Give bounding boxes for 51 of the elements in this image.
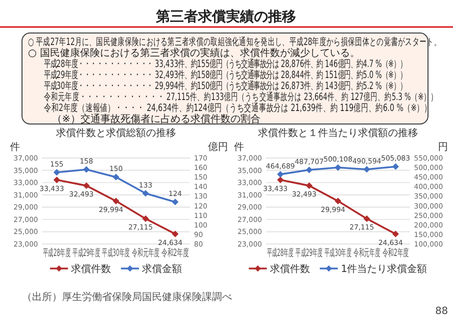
x-tick-label: 平成28年度 <box>42 247 71 259</box>
x-tick-label: 令和2年度 <box>382 246 409 258</box>
point <box>306 166 312 174</box>
x-tick-label: 平成29年度 <box>296 247 323 259</box>
text: 令和元年度・・・・・・・・・・・・ 27,115件、約133億円（うち交通事故分は 23,664件、約 127億円、約5.3 %（※）） <box>44 90 438 104</box>
chart-title: 求償件数と１件当たり求償額の推移 <box>258 127 418 139</box>
x-tick-label: 平成29年度 <box>72 247 100 259</box>
point <box>392 230 399 238</box>
point <box>364 216 370 222</box>
x-tick-label: 平成28年度 <box>266 247 294 259</box>
point <box>54 169 60 176</box>
point <box>83 166 90 173</box>
y2-axis-title: 円 <box>438 142 448 153</box>
x-tick-label: 令和2年度 <box>162 246 189 258</box>
legend-label: 求償金額 <box>142 263 182 275</box>
point <box>54 176 60 184</box>
text: ○ 国民健康保険における第三者求償の実績は、求償件数が減少している。 <box>28 47 360 59</box>
legend-label: 1件当たり求償金額 <box>340 263 428 275</box>
point <box>306 182 312 189</box>
point <box>277 176 284 184</box>
text: 平成29年度・・・・・・・・・・・・ 32,493件、約158億円（うち交通事故分は 28,844件、約 151億円、約5.0 %（※）） <box>44 70 406 82</box>
text: ○ 平成27年12月に、国民健康保険における第三者求償の取組強化通知を発出し、平成28年度から損保団体との覚書がスタート。 <box>28 36 441 49</box>
x-tick-label: 令和元年度 <box>353 247 380 258</box>
x-tick-label: 令和元年度 <box>132 247 160 258</box>
point <box>112 174 120 180</box>
point <box>142 190 149 196</box>
chart-title: 求償件数と求償総額の推移 <box>56 127 176 139</box>
point <box>172 230 178 238</box>
point <box>83 182 90 189</box>
text: 88 <box>435 306 448 317</box>
legend-label: 求償件数 <box>71 263 111 275</box>
y2-axis-title: 億円 <box>208 141 228 153</box>
point <box>112 198 120 204</box>
point <box>392 163 399 170</box>
point <box>334 198 342 204</box>
point <box>334 164 342 171</box>
point <box>364 166 370 172</box>
text: 第三者求償実績の推移 <box>155 8 296 25</box>
text: （※）交通事故死傷者に占める求償件数の割合 <box>52 113 260 125</box>
text: 平成28年度・・・・・・・・・・・・ 33,433件、約155億円（うち交通事故分は 28,876件、約 146億円、約4.7 %（※）） <box>44 58 406 71</box>
point <box>172 198 178 206</box>
text: 令和2年度（速報値）・・・・ 24,634件、約124億円（うち交通事故分は 21,639件、約 119億円、約6.0 %（※）） <box>44 102 432 114</box>
y-axis-title: 件 <box>234 142 244 153</box>
point <box>277 171 284 178</box>
text: 平成30年度・・・・・・・・・・・・ 29,994件、約150億円（うち交通事故分は 26,873件、約 143億円、約5.2 %（※）） <box>44 80 406 93</box>
x-tick-label: 平成30年度 <box>102 247 130 259</box>
legend-label: 求償件数 <box>270 263 310 275</box>
y-axis-title: 件 <box>10 142 20 153</box>
text: （出所）厚生労働省保険局国民健康保険課調べ <box>22 291 232 303</box>
x-tick-label: 平成30年度 <box>324 247 352 259</box>
point <box>142 216 149 222</box>
